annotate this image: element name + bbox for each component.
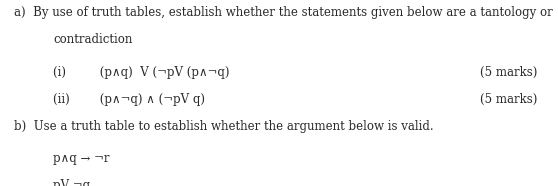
Text: (i)         (p∧q)  V (¬pV (p∧¬q): (i) (p∧q) V (¬pV (p∧¬q) xyxy=(53,66,229,79)
Text: (5 marks): (5 marks) xyxy=(480,93,537,106)
Text: a)  By use of truth tables, establish whether the statements given below are a t: a) By use of truth tables, establish whe… xyxy=(14,6,553,19)
Text: (ii)        (p∧¬q) ∧ (¬pV q): (ii) (p∧¬q) ∧ (¬pV q) xyxy=(53,93,205,106)
Text: p∧q → ¬r: p∧q → ¬r xyxy=(53,152,109,165)
Text: b)  Use a truth table to establish whether the argument below is valid.: b) Use a truth table to establish whethe… xyxy=(14,120,434,133)
Text: contradiction: contradiction xyxy=(53,33,132,46)
Text: (5 marks): (5 marks) xyxy=(480,66,537,79)
Text: pV ¬q: pV ¬q xyxy=(53,179,90,186)
